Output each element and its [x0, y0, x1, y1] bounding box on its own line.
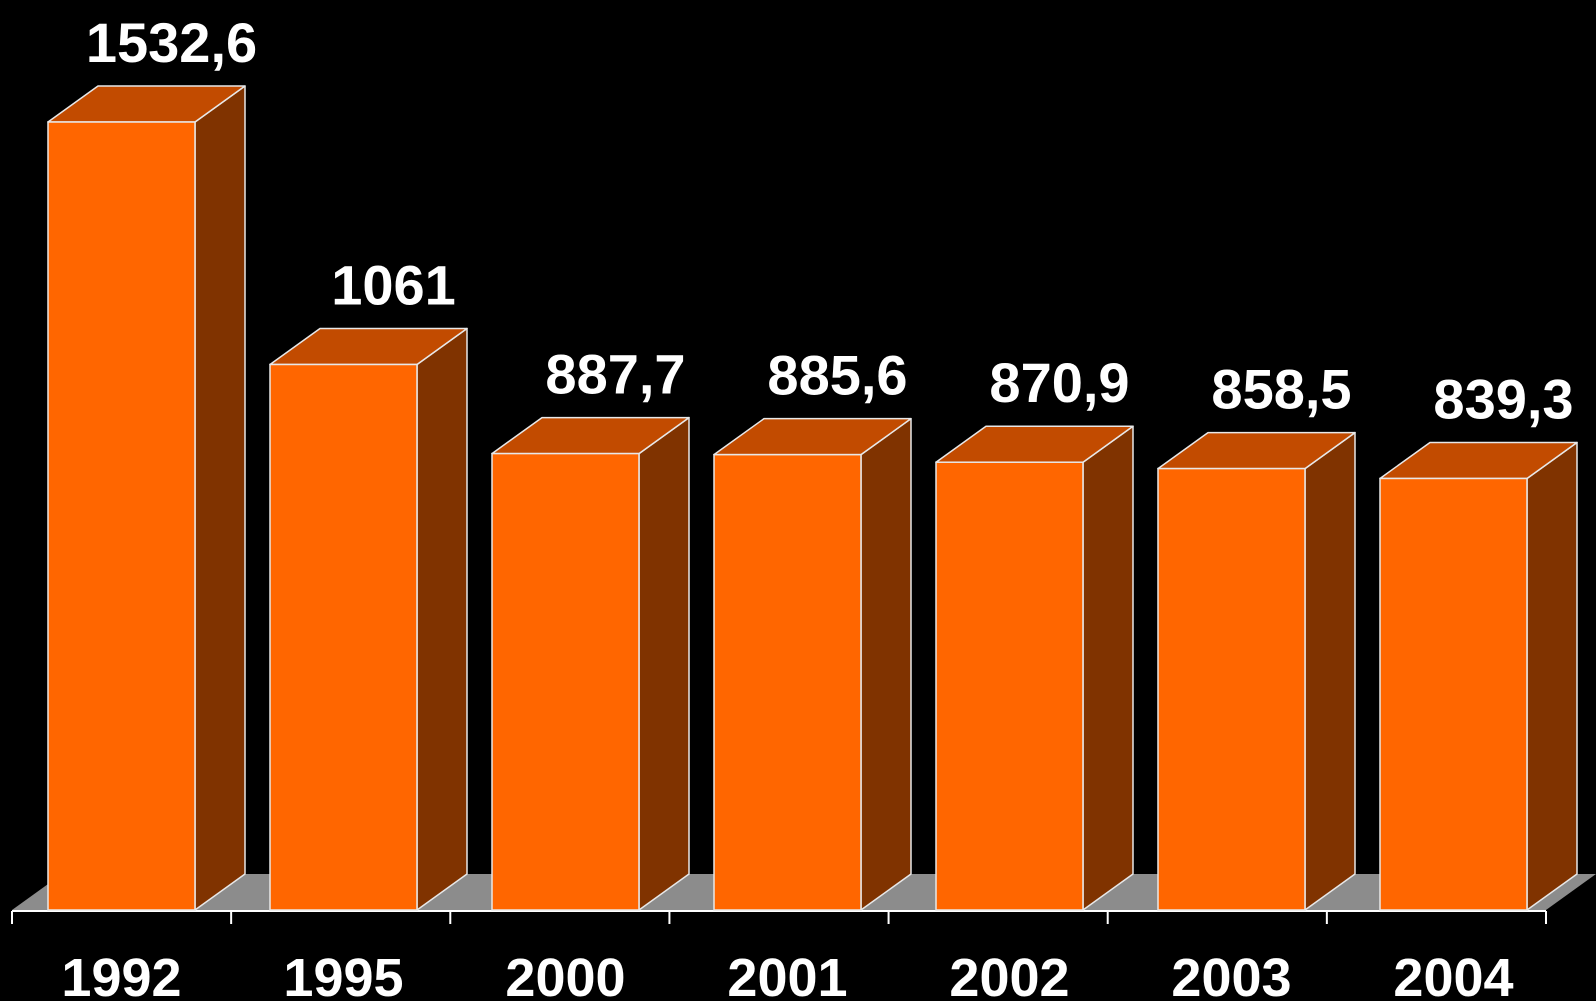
bar	[269, 327, 468, 911]
value-labels: 1532,6 1061 887,7 885,6 870,9 858,5 839,3	[86, 11, 1574, 430]
bar-front-face	[1157, 467, 1306, 911]
x-tick-label: 2002	[949, 948, 1069, 1001]
bar	[1157, 431, 1356, 911]
bar-front-face	[713, 453, 862, 911]
x-tick-label: 1992	[61, 948, 181, 1001]
bar-side-face	[1082, 425, 1134, 911]
bar-front-face	[269, 363, 418, 911]
data-label: 1532,6	[86, 11, 257, 74]
bar-side-face	[416, 327, 468, 911]
bar-front-face	[1379, 477, 1528, 911]
data-label: 858,5	[1211, 358, 1351, 421]
data-label: 887,7	[545, 343, 685, 406]
bar-front-face	[935, 461, 1084, 911]
bar-side-face	[638, 416, 690, 911]
x-tick-label: 2004	[1393, 948, 1513, 1001]
bar-front-face	[47, 121, 196, 911]
bar-side-face	[1304, 431, 1356, 911]
bar-front-face	[491, 452, 640, 911]
bar-side-face	[1526, 441, 1578, 911]
data-label: 839,3	[1433, 367, 1573, 430]
x-tick-label: 1995	[283, 948, 403, 1001]
x-tick-label: 2003	[1171, 948, 1291, 1001]
category-labels: 1992 1995 2000 2001 2002 2003 2004	[61, 948, 1513, 1001]
bar-side-face	[194, 85, 246, 911]
bar	[935, 425, 1134, 911]
bar-series	[47, 85, 1578, 911]
data-label: 870,9	[989, 351, 1129, 414]
data-label: 885,6	[767, 344, 907, 407]
bar	[47, 85, 246, 911]
x-tick-label: 2000	[505, 948, 625, 1001]
data-label: 1061	[331, 253, 456, 316]
bar	[713, 417, 912, 911]
x-tick-label: 2001	[727, 948, 847, 1001]
bar	[491, 416, 690, 911]
x-axis	[11, 910, 1547, 924]
bar	[1379, 441, 1578, 911]
bar-side-face	[860, 417, 912, 911]
